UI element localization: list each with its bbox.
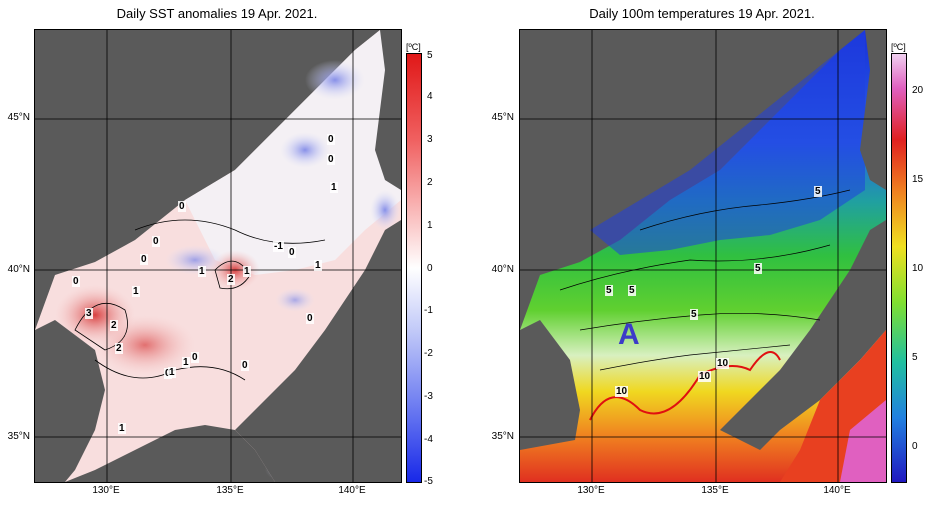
map-grid xyxy=(35,30,401,482)
left-lon-label-130: 130°E xyxy=(92,485,120,496)
sst-contour-label: 1 xyxy=(198,266,206,277)
right-map-title: Daily 100m temperatures 19 Apr. 2021. xyxy=(589,6,815,21)
island-land xyxy=(642,110,658,130)
sst-colorbar-tick: -4 xyxy=(424,434,433,445)
left-lat-label-40: 40°N xyxy=(7,264,30,275)
sst-contour-label: 0 xyxy=(164,368,172,379)
korea-land xyxy=(520,320,580,450)
sst-contour-label: 2 xyxy=(115,343,123,354)
temp-contour-label: 10 xyxy=(698,371,712,382)
sst-contour-label: 1 xyxy=(118,423,126,434)
tsushima-current-line xyxy=(589,351,781,421)
sst-colorbar-tick: -1 xyxy=(424,305,433,316)
temp-contour-label: 5 xyxy=(628,285,636,296)
sst-contour-label: 0 xyxy=(306,313,314,324)
right-lon-label-130: 130°E xyxy=(577,485,605,496)
sst-contour-label: 0 xyxy=(178,201,186,212)
sst-colorbar-tick: -2 xyxy=(424,348,433,359)
sst-contour-label: 0 xyxy=(72,276,80,287)
cold-water-area xyxy=(590,30,865,255)
left-lon-label-135: 135°E xyxy=(216,485,244,496)
sst-contour-label: 1 xyxy=(330,182,338,193)
sst-contour-label: 1 xyxy=(132,286,140,297)
sst-colorbar-tick: 0 xyxy=(427,263,433,274)
temp-contour-label: 10 xyxy=(615,386,629,397)
hokkaido-land xyxy=(375,30,401,190)
sst-contour-label: 3 xyxy=(85,308,93,319)
temp-contour-label: 5 xyxy=(605,285,613,296)
honshu-land xyxy=(235,220,401,482)
island-land xyxy=(157,110,173,130)
temp-colorbar-tick: 20 xyxy=(912,85,924,96)
sst-contour-label: 0 xyxy=(327,134,335,145)
sst-colorbar-tick: 3 xyxy=(427,134,433,145)
right-colorbar-unit: [ºC] xyxy=(891,42,906,52)
sst-contour-label: 0 xyxy=(191,352,199,363)
pacific-hot-area xyxy=(840,400,886,482)
sst-contour-label: 0 xyxy=(288,247,296,258)
right-lat-label-40: 40°N xyxy=(491,264,514,275)
temp-colorbar-tick: 15 xyxy=(912,174,924,185)
sst-colorbar-tick: -3 xyxy=(424,391,433,402)
sst-contour-label: 0 xyxy=(140,254,148,265)
honshu-land xyxy=(720,220,886,450)
right-lon-label-140: 140°E xyxy=(823,485,851,496)
map-grid xyxy=(520,30,886,482)
temp-colorbar-tick: 10 xyxy=(912,263,924,274)
left-lon-label-140: 140°E xyxy=(338,485,366,496)
marker-a-label: A xyxy=(618,318,640,351)
temp-100m-map: 5 5 5 5 5 10 10 10 A xyxy=(519,29,887,483)
contour-lines xyxy=(559,189,851,371)
temp-contour-label: 10 xyxy=(716,358,730,369)
sst-colorbar-tick: 2 xyxy=(427,177,433,188)
sst-colorbar-tick: -5 xyxy=(424,476,433,487)
sst-contour-label: 2 xyxy=(227,274,235,285)
temp-100m-colorbar xyxy=(891,53,907,483)
sst-contour-label: 0 xyxy=(152,236,160,247)
sst-contour-label: 2 xyxy=(110,320,118,331)
sst-contour-label: 1 xyxy=(168,367,176,378)
temp-colorbar-tick: 5 xyxy=(912,352,918,363)
temp-contour-label: 5 xyxy=(754,263,762,274)
left-map-title: Daily SST anomalies 19 Apr. 2021. xyxy=(116,6,318,21)
left-colorbar-unit: [ºC] xyxy=(406,42,421,52)
right-lon-label-135: 135°E xyxy=(701,485,729,496)
korea-land xyxy=(35,320,105,482)
temp-contour-label: 5 xyxy=(814,186,822,197)
right-lat-label-35: 35°N xyxy=(491,431,514,442)
sst-contour-label: -1 xyxy=(273,241,284,252)
temp-contour-label: 5 xyxy=(690,309,698,320)
left-lat-label-35: 35°N xyxy=(7,431,30,442)
hokkaido-land xyxy=(860,30,886,190)
sst-anomaly-colorbar xyxy=(406,53,422,483)
sst-contour-label: 1 xyxy=(182,357,190,368)
sst-colorbar-tick: 4 xyxy=(427,91,433,102)
sst-colorbar-tick: 1 xyxy=(427,220,433,231)
sst-contour-label: 1 xyxy=(314,260,322,271)
sst-colorbar-tick: 5 xyxy=(427,50,433,61)
right-lat-label-45: 45°N xyxy=(491,112,514,123)
temp-100m-map-svg xyxy=(520,30,886,482)
left-lat-label-45: 45°N xyxy=(7,112,30,123)
temp-colorbar-tick: 0 xyxy=(912,441,918,452)
sst-contour-label: 0 xyxy=(327,154,335,165)
sst-contour-label: 1 xyxy=(243,266,251,277)
sst-anomaly-map-svg xyxy=(35,30,401,482)
sst-contour-label: 0 xyxy=(241,360,249,371)
sst-anomaly-map: 0 0 0 0 1 0 -1 0 1 1 0 2 1 1 0 3 2 2 0 1… xyxy=(34,29,402,483)
